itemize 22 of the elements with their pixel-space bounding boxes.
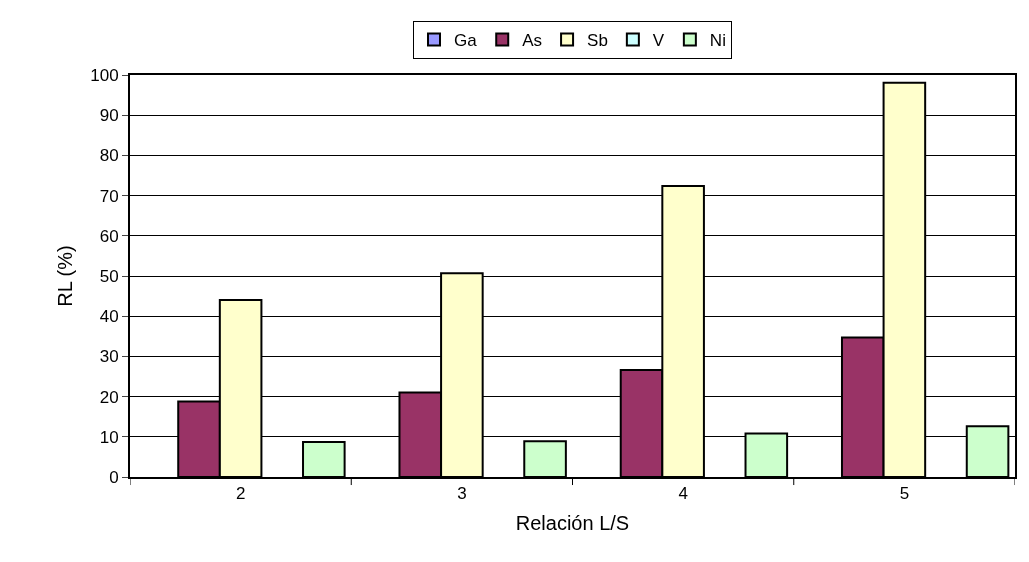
y-tick-label: 20: [99, 387, 119, 407]
x-tick-label: 2: [235, 484, 246, 504]
legend-label: Ga: [454, 31, 478, 51]
legend-label: Ni: [709, 31, 726, 51]
y-tick-label: 0: [109, 467, 119, 487]
y-tick-label: 100: [90, 65, 119, 85]
y-tick-label: 60: [99, 226, 119, 246]
legend-label: V: [652, 31, 665, 51]
x-tick-label: 5: [899, 484, 910, 504]
y-tick-label: 70: [99, 186, 119, 206]
y-tick-label: 80: [99, 146, 119, 166]
legend-label: As: [522, 31, 543, 51]
y-tick-label: 90: [99, 106, 119, 126]
y-tick-label: 50: [99, 266, 119, 286]
y-tick-label: 40: [99, 307, 119, 327]
y-tick-label: 30: [99, 347, 119, 367]
x-tick-label: 3: [457, 484, 467, 504]
x-tick-label: 4: [678, 484, 688, 504]
legend-label: Sb: [587, 31, 608, 51]
y-axis-title: RL (%): [54, 245, 77, 307]
x-axis-title: Relación L/S: [515, 512, 630, 535]
y-tick-label: 10: [99, 427, 119, 447]
